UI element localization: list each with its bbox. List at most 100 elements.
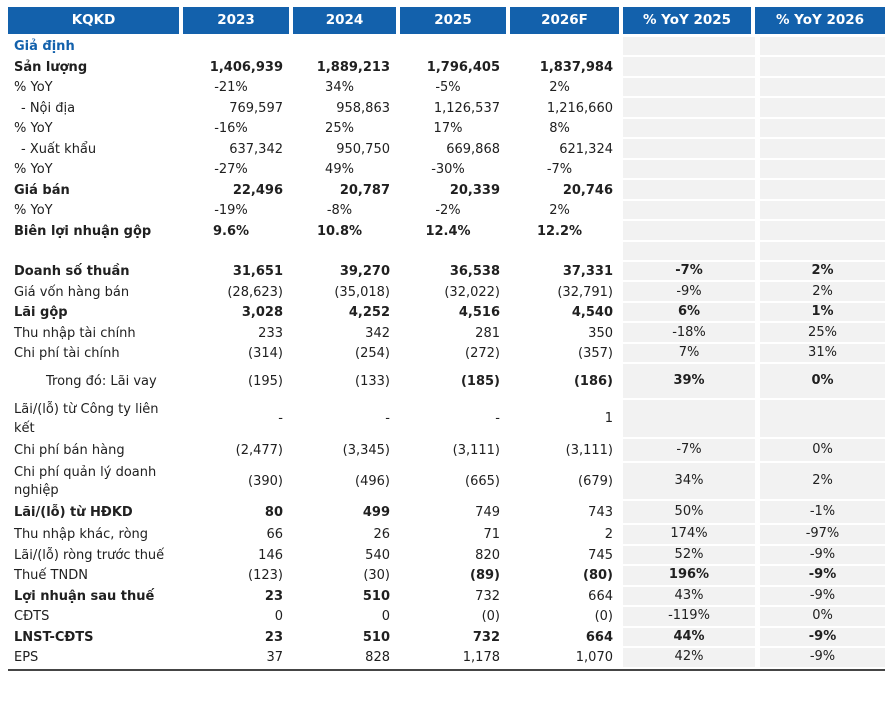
table-row: % YoY -21% 34% -5% 2% <box>8 77 885 99</box>
cell-yoy: 0% <box>755 438 885 463</box>
cell-year: 820 <box>475 547 500 563</box>
cell-yoy: -7% <box>623 438 755 463</box>
cell-yoy <box>623 77 755 99</box>
cell-year: 12.4% <box>425 223 471 239</box>
cell-yoy: 6% <box>623 302 755 324</box>
cell-year: -30% <box>431 162 465 178</box>
row-label: % YoY <box>14 162 53 178</box>
cell-yoy: 34% <box>623 462 755 502</box>
cell-year: (3,111) <box>452 442 500 458</box>
cell-year: 510 <box>362 629 390 645</box>
cell-year: 34% <box>325 80 354 96</box>
row-label: Giá vốn hàng bán <box>14 284 130 300</box>
row-label: Chi phí bán hàng <box>14 442 125 458</box>
row-label: Doanh số thuần <box>14 264 130 280</box>
cell-year: 1 <box>604 411 613 427</box>
cell-year: (357) <box>578 346 613 362</box>
cell-year: - <box>495 411 500 427</box>
cell-year: (272) <box>465 346 500 362</box>
cell-year: 342 <box>365 325 390 341</box>
cell-yoy <box>755 77 885 99</box>
cell-year: 621,324 <box>559 141 613 157</box>
table-row: % YoY -16% 25% 17% 8% <box>8 118 885 140</box>
cell-year: 0 <box>274 609 283 625</box>
cell-year: (3,111) <box>565 442 613 458</box>
cell-yoy: -18% <box>623 323 755 344</box>
table-row: Doanh số thuần 31,651 39,270 36,538 37,331 -7… <box>8 261 885 283</box>
table-row: Sản lượng 1,406,939 1,889,213 1,796,405 1,83… <box>8 57 885 78</box>
cell-year: (35,018) <box>334 284 390 300</box>
column-header-kqkd: KQKD <box>8 7 183 34</box>
cell-year: 80 <box>264 505 283 521</box>
table-row: EPS 37 828 1,178 1,070 42% -9% <box>8 648 885 669</box>
cell-year: 540 <box>365 547 390 563</box>
cell-year: (80) <box>583 568 613 584</box>
table-row: LNST-CĐTS 23 510 732 664 44% -9% <box>8 627 885 649</box>
cell-year: (185) <box>460 374 500 390</box>
cell-yoy: 196% <box>623 566 755 587</box>
cell-year: 510 <box>362 588 390 604</box>
row-label: Giả định <box>14 39 75 55</box>
cell-yoy: 0% <box>755 364 885 401</box>
cell-year: (0) <box>594 609 613 625</box>
row-label: % YoY <box>14 203 53 219</box>
cell-year: 3,028 <box>241 305 283 321</box>
cell-year: 31,651 <box>232 264 283 280</box>
cell-year: 8% <box>549 121 570 137</box>
cell-year: 732 <box>475 588 500 604</box>
cell-yoy: 174% <box>623 525 755 546</box>
cell-year: 12.2% <box>536 223 583 239</box>
cell-yoy: -9% <box>755 627 885 649</box>
cell-yoy: 50% <box>623 501 755 526</box>
cell-year: 4,516 <box>458 305 500 321</box>
table-row: Lãi/(lỗ) từ Công ty liên kết - - - 1 <box>8 400 885 439</box>
row-label: Chi phí tài chính <box>14 346 120 362</box>
row-label: Lãi/(lỗ) ròng trước thuế <box>14 547 165 563</box>
cell-year: (32,022) <box>444 284 500 300</box>
cell-year: (390) <box>248 473 283 489</box>
table-row: Biên lợi nhuận gộp 9.6% 10.8% 12.4% 12.2% <box>8 221 885 242</box>
cell-year: 1,216,660 <box>546 100 613 116</box>
cell-yoy <box>755 36 885 58</box>
cell-year: 66 <box>266 527 283 543</box>
cell-year: (2,477) <box>235 442 283 458</box>
row-label: Lãi/(lỗ) từ HĐKD <box>14 505 133 521</box>
cell-yoy: -97% <box>755 525 885 546</box>
cell-year: (32,791) <box>557 284 613 300</box>
cell-yoy <box>755 118 885 140</box>
table-row: CĐTS 0 0 (0) (0) -119% 0% <box>8 607 885 628</box>
cell-yoy: 31% <box>755 343 885 365</box>
cell-year: 1,406,939 <box>209 59 283 75</box>
table-row: Lãi/(lỗ) ròng trước thuế 146 540 820 745 52% -… <box>8 545 885 567</box>
financial-table: KQKD 2023 2024 2025 2026F % YoY 2025 % Y… <box>8 7 885 671</box>
cell-yoy <box>623 180 755 201</box>
row-label: CĐTS <box>14 609 50 625</box>
cell-yoy <box>755 241 885 262</box>
column-header-2025: 2025 <box>400 7 510 34</box>
table-row: Lãi gộp 3,028 4,252 4,516 4,540 6% 1% <box>8 302 885 324</box>
cell-year: (123) <box>248 568 283 584</box>
cell-year: -2% <box>435 203 461 219</box>
cell-year: -27% <box>214 162 248 178</box>
cell-yoy: 2% <box>755 261 885 283</box>
cell-year: 749 <box>475 505 500 521</box>
table-row: Thu nhập khác, ròng 66 26 71 2 174% -97% <box>8 525 885 546</box>
cell-year: 1,070 <box>575 650 613 666</box>
cell-yoy: -9% <box>623 282 755 303</box>
spacer-row <box>8 241 885 262</box>
row-label <box>8 251 183 253</box>
cell-year: (28,623) <box>227 284 283 300</box>
cell-year: 669,868 <box>446 141 500 157</box>
table-row: - Xuất khẩu 637,342 950,750 669,868 621,324 <box>8 139 885 160</box>
cell-yoy: -9% <box>755 566 885 587</box>
table-row: Thu nhập tài chính 233 342 281 350 -18% 25% <box>8 323 885 344</box>
cell-year: 281 <box>475 325 500 341</box>
cell-yoy: 43% <box>623 586 755 608</box>
cell-year: 0 <box>381 609 390 625</box>
cell-year: 1,126,537 <box>433 100 500 116</box>
table-bottom-border <box>8 668 885 671</box>
cell-yoy: -9% <box>755 586 885 608</box>
row-label: EPS <box>14 650 39 666</box>
cell-yoy <box>623 139 755 160</box>
cell-yoy <box>623 57 755 78</box>
